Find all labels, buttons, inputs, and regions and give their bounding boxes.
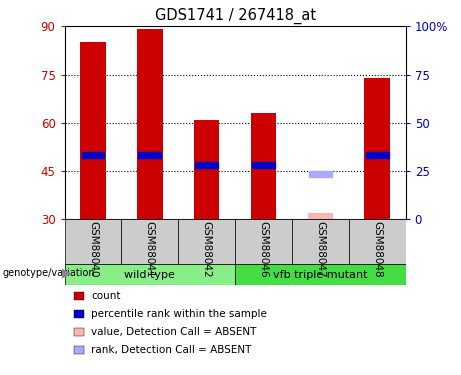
Bar: [365, 78, 390, 219]
Bar: [252, 162, 275, 168]
Bar: [138, 152, 161, 158]
Text: value, Detection Call = ABSENT: value, Detection Call = ABSENT: [91, 327, 257, 337]
Bar: [194, 120, 219, 219]
Text: vfb triple mutant: vfb triple mutant: [273, 270, 367, 279]
Text: GSM88040: GSM88040: [88, 220, 98, 277]
Text: rank, Detection Call = ABSENT: rank, Detection Call = ABSENT: [91, 345, 252, 355]
Bar: [349, 219, 406, 264]
Text: GSM88048: GSM88048: [372, 220, 382, 278]
Bar: [65, 219, 121, 264]
Text: GSM88041: GSM88041: [145, 220, 155, 278]
Bar: [195, 162, 218, 168]
Bar: [235, 264, 406, 285]
Text: ▶: ▶: [62, 266, 72, 279]
Bar: [366, 152, 389, 158]
Text: GSM88042: GSM88042: [201, 220, 212, 278]
Title: GDS1741 / 267418_at: GDS1741 / 267418_at: [154, 7, 316, 24]
Bar: [137, 30, 163, 219]
Text: GSM88047: GSM88047: [315, 220, 325, 278]
Bar: [235, 219, 292, 264]
Bar: [65, 264, 235, 285]
Bar: [178, 219, 235, 264]
Bar: [292, 219, 349, 264]
Bar: [121, 219, 178, 264]
Bar: [251, 113, 276, 219]
Bar: [82, 152, 104, 158]
Bar: [80, 42, 106, 219]
Text: count: count: [91, 291, 121, 301]
Text: wild type: wild type: [124, 270, 175, 279]
Text: GSM88046: GSM88046: [259, 220, 269, 278]
Bar: [307, 213, 333, 219]
Text: genotype/variation: genotype/variation: [2, 268, 95, 278]
Text: percentile rank within the sample: percentile rank within the sample: [91, 309, 267, 319]
Bar: [309, 171, 332, 177]
